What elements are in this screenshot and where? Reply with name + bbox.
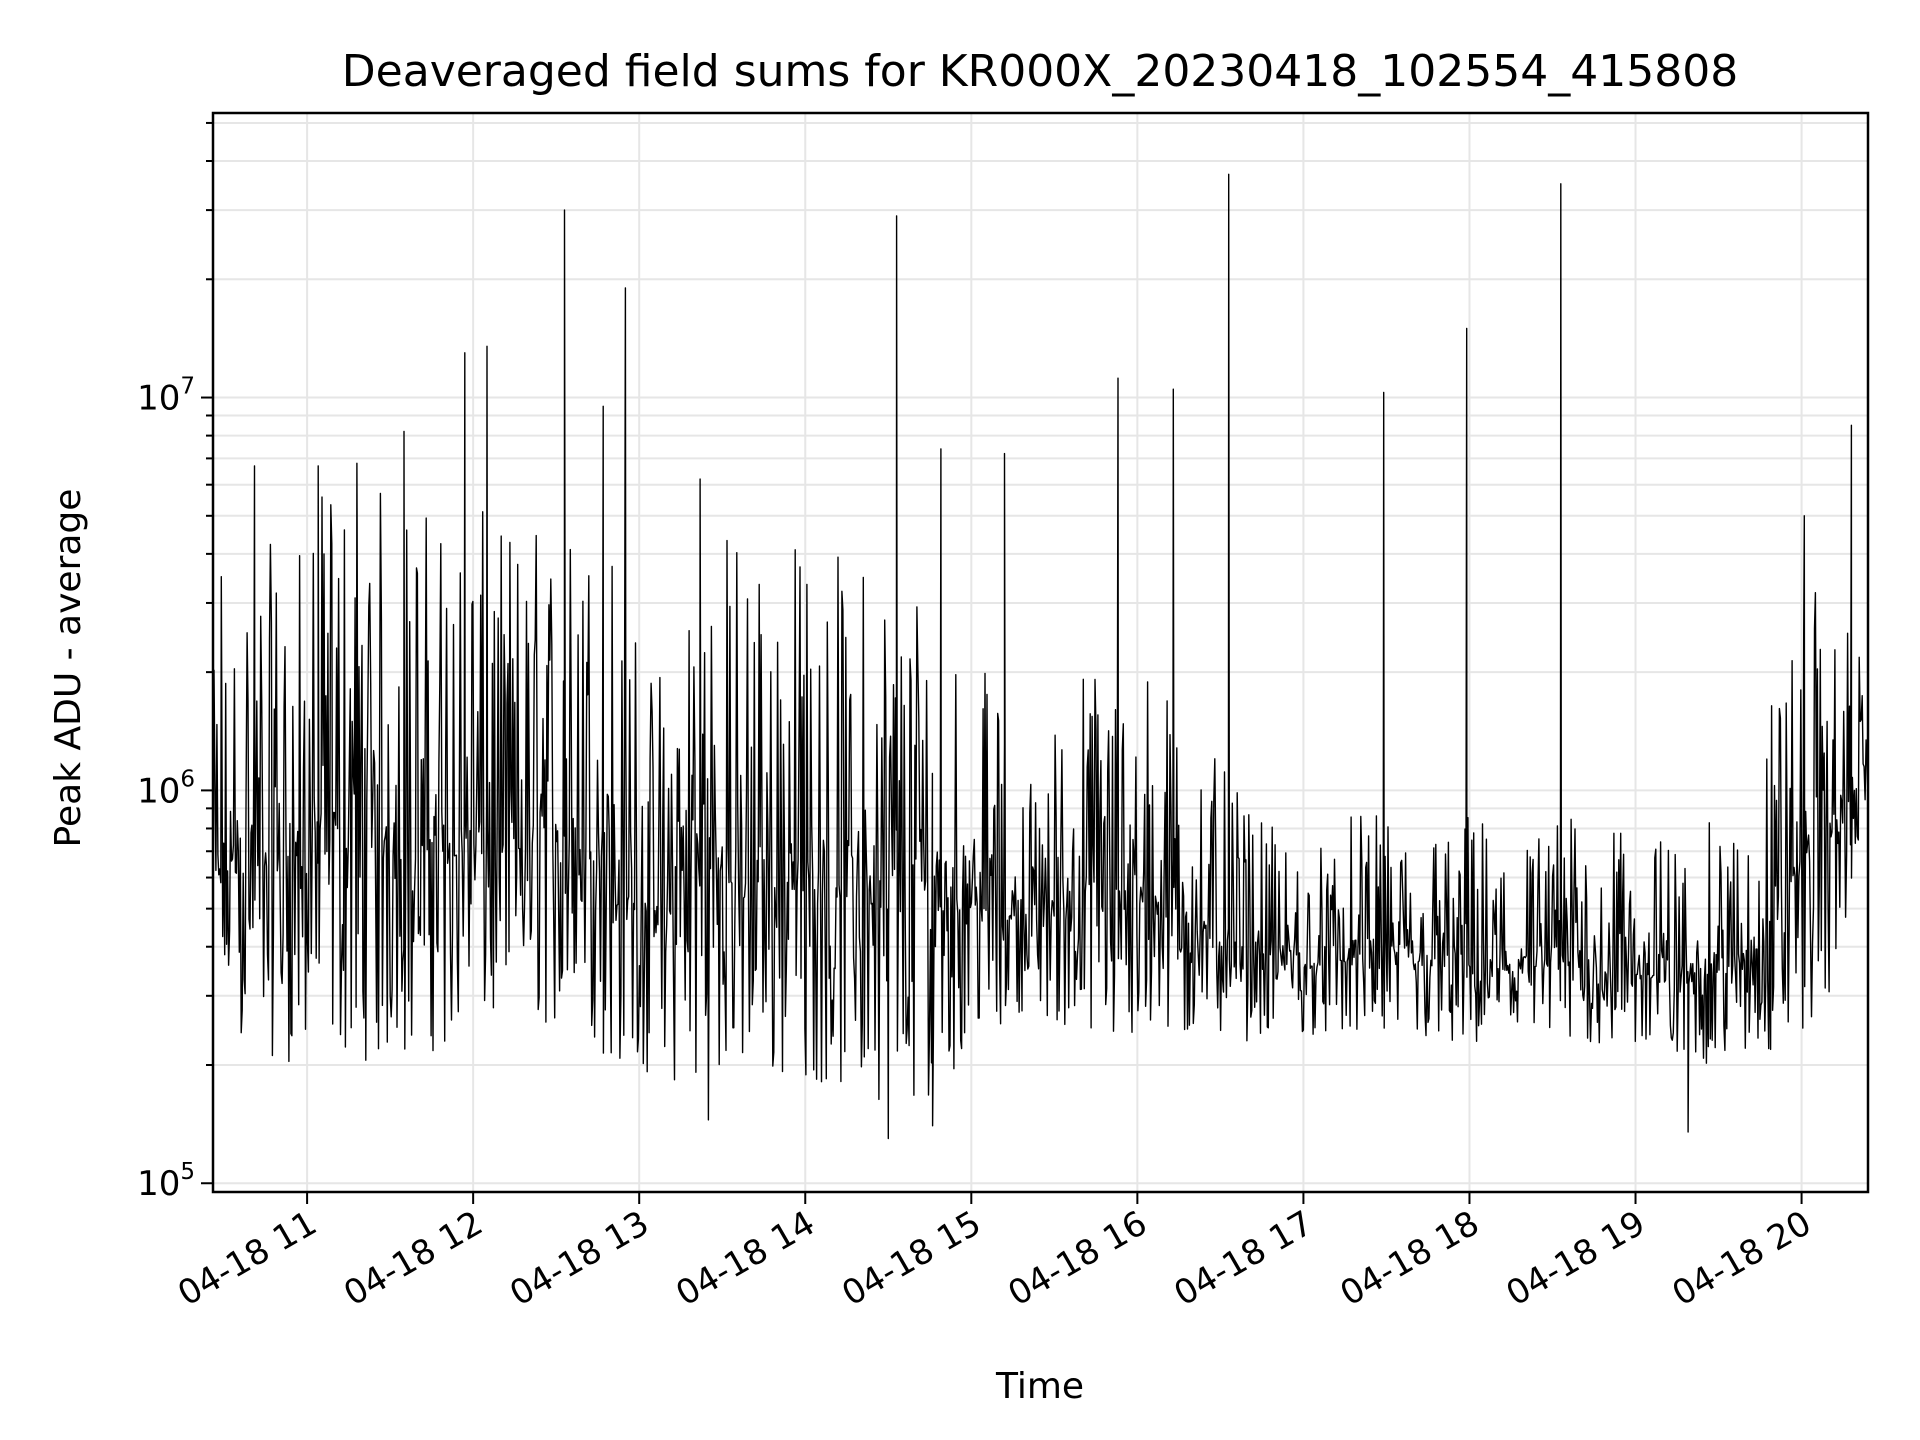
series-line: [213, 173, 1868, 1140]
y-tick-label: 107: [137, 374, 195, 419]
axes-frame: [211, 111, 1870, 1194]
y-tick-label: 105: [137, 1159, 195, 1204]
x-axis-label: Time: [995, 1366, 1084, 1407]
chart-title: Deaveraged field sums for KR000X_2023041…: [342, 46, 1738, 97]
y-axis-label: Peak ADU - average: [48, 489, 89, 848]
y-tick-label: 106: [137, 766, 195, 811]
